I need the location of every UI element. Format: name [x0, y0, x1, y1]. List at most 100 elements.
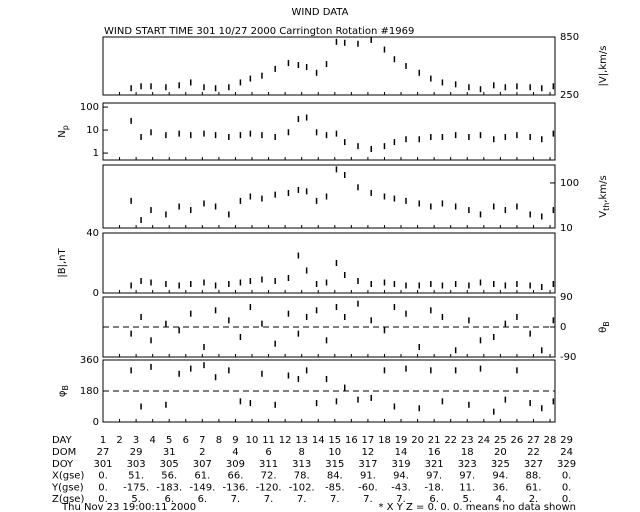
table-cell: 323: [458, 459, 477, 470]
day-label: 26: [511, 435, 524, 446]
y-tick-label: 180: [80, 386, 99, 397]
table-cell: 10: [328, 447, 341, 458]
table-cell: 7.: [297, 494, 307, 505]
day-label: 12: [279, 435, 292, 446]
table-cell: 94.: [492, 471, 508, 482]
table-cell: 72.: [261, 471, 277, 482]
y-tick-label: -90: [560, 352, 576, 363]
table-cell: 0.: [562, 482, 572, 493]
row-label: Z(gse): [52, 494, 84, 505]
y-tick-label: 100: [560, 178, 579, 189]
row-label: Y(gse): [51, 482, 84, 493]
table-cell: 88.: [526, 471, 542, 482]
y-axis-label-part: V: [598, 211, 609, 218]
table-cell: 2.: [529, 494, 539, 505]
table-cell: 7.: [264, 494, 274, 505]
table-cell: 305: [160, 459, 179, 470]
table-cell: 5.: [131, 494, 141, 505]
panel-frame: [102, 164, 556, 229]
day-label: 15: [328, 435, 341, 446]
day-label: 19: [395, 435, 408, 446]
day-label: 3: [133, 435, 139, 446]
table-cell: -149.: [189, 482, 215, 493]
y-axis-label: |V|,km/s: [598, 46, 609, 87]
table-cell: 325: [491, 459, 510, 470]
table-cell: 16: [428, 447, 441, 458]
table-cell: 309: [226, 459, 245, 470]
table-cell: 327: [524, 459, 543, 470]
table-cell: 313: [292, 459, 311, 470]
chart-title: WIND DATA: [292, 7, 349, 18]
day-label: 10: [246, 435, 259, 446]
day-label: 14: [312, 435, 325, 446]
table-cell: 6.: [429, 494, 439, 505]
y-tick-label: 360: [80, 355, 99, 366]
day-label: 4: [149, 435, 155, 446]
y-tick-label: 10: [86, 125, 99, 136]
table-cell: 61.: [526, 482, 542, 493]
table-cell: 22: [527, 447, 540, 458]
y-tick-label: 1: [93, 148, 99, 159]
table-cell: 7.: [363, 494, 373, 505]
day-label: 29: [560, 435, 573, 446]
y-axis-label: φB: [57, 385, 70, 397]
day-label: 2: [116, 435, 122, 446]
table-cell: -183.: [156, 482, 182, 493]
table-cell: 8: [298, 447, 304, 458]
day-label: 21: [428, 435, 441, 446]
y-tick-label: 100: [80, 102, 99, 113]
table-cell: 56.: [161, 471, 177, 482]
table-cell: 4.: [496, 494, 506, 505]
y-axis-label-part: |B|,nT: [57, 248, 68, 278]
table-cell: 303: [127, 459, 146, 470]
y-tick-label: 40: [86, 228, 99, 239]
table-cell: 0.: [98, 482, 108, 493]
day-label: 17: [362, 435, 375, 446]
row-label: DOM: [52, 447, 76, 458]
y-axis-label-part: p: [61, 125, 70, 130]
day-label: 28: [544, 435, 557, 446]
table-cell: 78.: [294, 471, 310, 482]
y-axis-label-part: th: [602, 203, 611, 211]
table-cell: 29: [130, 447, 143, 458]
table-cell: 94.: [393, 471, 409, 482]
day-label: 1: [100, 435, 106, 446]
table-cell: 7.: [231, 494, 241, 505]
table-cell: -43.: [391, 482, 411, 493]
table-cell: -136.: [223, 482, 249, 493]
y-tick-label: 250: [560, 90, 579, 101]
table-cell: -175.: [123, 482, 149, 493]
table-cell: 4: [232, 447, 238, 458]
y-axis-label: θB: [598, 321, 611, 333]
day-label: 24: [477, 435, 490, 446]
day-label: 8: [216, 435, 222, 446]
table-cell: 12: [362, 447, 375, 458]
table-cell: 66.: [228, 471, 244, 482]
y-axis-label-part: ,km/s: [598, 175, 609, 202]
table-cell: 317: [358, 459, 377, 470]
y-tick-label: 90: [560, 292, 573, 303]
table-cell: 6.: [164, 494, 174, 505]
row-label: DAY: [52, 435, 73, 446]
y-axis-label: Vth,km/s: [598, 175, 611, 217]
row-label: X(gse): [52, 471, 84, 482]
table-cell: 307: [193, 459, 212, 470]
table-cell: 2: [199, 447, 205, 458]
table-cell: 11.: [459, 482, 475, 493]
y-axis-label-part: |V|,km/s: [598, 46, 609, 87]
table-cell: -120.: [256, 482, 282, 493]
table-cell: 61.: [194, 471, 210, 482]
y-axis-label-part: B: [61, 385, 70, 391]
row-label: DOY: [52, 459, 74, 470]
panel-frame: [102, 102, 556, 161]
y-axis-label-part: B: [602, 321, 611, 327]
day-label: 27: [527, 435, 540, 446]
table-cell: 0.: [562, 471, 572, 482]
table-cell: 315: [325, 459, 344, 470]
table-cell: 0.: [98, 471, 108, 482]
chart-subtitle: WIND START TIME 301 10/27 2000 Carringto…: [104, 26, 414, 37]
table-cell: 27: [97, 447, 110, 458]
table-cell: 319: [391, 459, 410, 470]
table-cell: -85.: [325, 482, 345, 493]
